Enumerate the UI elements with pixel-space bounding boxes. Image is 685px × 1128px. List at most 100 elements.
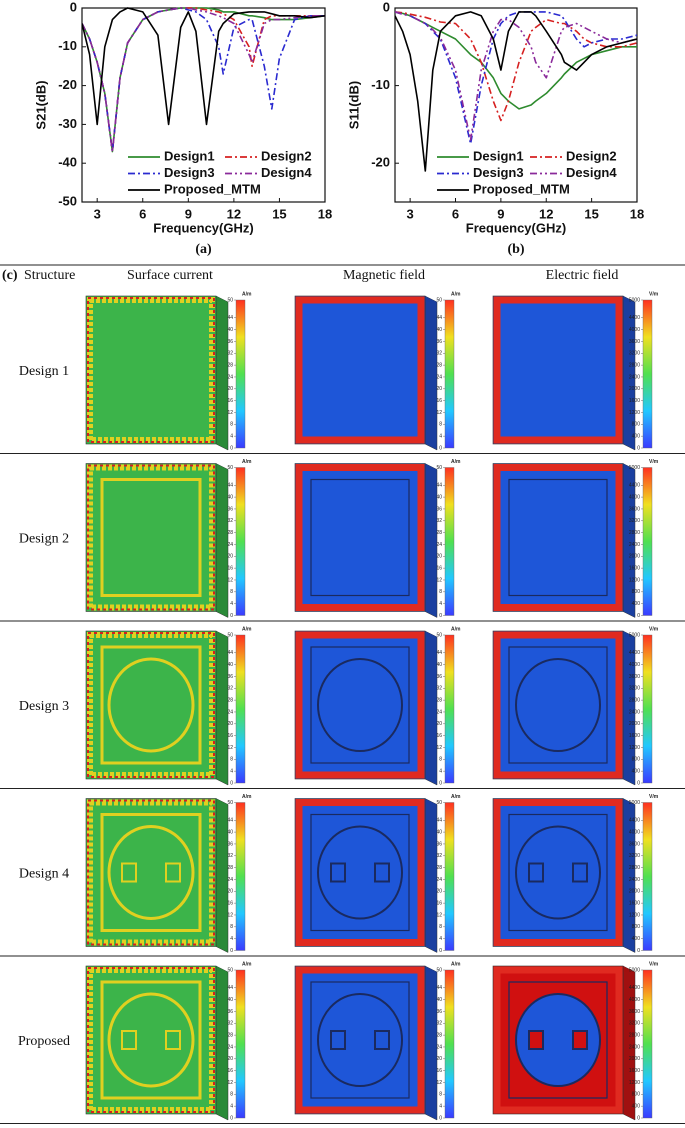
- inner-frame: [310, 646, 410, 764]
- colorbar-tick-label: 0: [439, 948, 442, 954]
- colorbar-tick-label: 5000: [629, 967, 640, 973]
- colorbar-tick-label: 36: [227, 841, 233, 847]
- x-tick-label: 18: [318, 206, 332, 221]
- colorbar-tick-label: 4000: [629, 662, 640, 668]
- colorbar-tick-label: 0: [637, 948, 640, 954]
- inner-frame: [310, 478, 410, 597]
- colorbar-tick-label: 16: [436, 900, 442, 906]
- slab-face: [85, 630, 217, 780]
- colorbar-unit: A/m: [242, 794, 252, 800]
- colorbar-tick-label: 0: [230, 613, 233, 619]
- x-tick-label: 12: [227, 206, 241, 221]
- legend-label: Design2: [566, 148, 617, 163]
- colorbar-tick-label: 2400: [629, 1044, 640, 1050]
- slab-side: [424, 965, 438, 1121]
- colorbar-tick-label: 16: [227, 565, 233, 571]
- colorbar-unit: A/m: [242, 291, 252, 297]
- colorbar-tick-label: 12: [227, 912, 233, 918]
- colorbar-tick-label: 32: [227, 518, 233, 524]
- colorbar-tick-label: 40: [436, 662, 442, 668]
- colorbar-tick-label: 1600: [629, 1068, 640, 1074]
- colorbar-tick-label: 2000: [629, 1056, 640, 1062]
- field-plot: [492, 463, 636, 618]
- colorbar-tick-label: 40: [436, 327, 442, 333]
- colorbar-tick-label: 20: [436, 554, 442, 560]
- row-label: Design 4: [19, 866, 69, 881]
- rim: [87, 967, 215, 1113]
- colorbar-tick-label: 5000: [629, 632, 640, 638]
- colorbar-unit: V/m: [649, 291, 659, 297]
- colorbar-tick-label: 0: [230, 445, 233, 451]
- colorbar-tick-label: 28: [227, 865, 233, 871]
- colorbar-tick-label: 12: [227, 1080, 233, 1086]
- colorbar-tick-label: 0: [439, 780, 442, 786]
- inner-frame: [508, 813, 608, 932]
- colorbar-tick-label: 36: [436, 1009, 442, 1015]
- colorbar-tick-label: 16: [227, 900, 233, 906]
- rim-outer: [87, 297, 215, 443]
- inner-ring: [515, 993, 601, 1087]
- colorbar-tick-label: 32: [227, 686, 233, 692]
- colorbar-tick-label: 5000: [629, 800, 640, 806]
- colorbar-tick-label: 20: [227, 386, 233, 392]
- field-plot: [294, 630, 438, 786]
- y-axis-label: S11(dB): [346, 81, 361, 129]
- slab-face: [85, 295, 217, 445]
- colorbar-tick-label: 16: [436, 1068, 442, 1074]
- colorbar-tick-label: 40: [436, 829, 442, 835]
- inner-frame: [100, 813, 202, 932]
- colorbar-tick-label: 20: [436, 721, 442, 727]
- colorbar-tick-label: 44: [227, 818, 233, 824]
- colorbar-tick-label: 3200: [629, 518, 640, 524]
- row-label: Proposed: [18, 1034, 70, 1049]
- colorbar-tick-label: 32: [436, 686, 442, 692]
- colorbar-tick-label: 50: [227, 632, 233, 638]
- colorbar-tick-label: 0: [439, 445, 442, 451]
- colorbar-tick-label: 8: [439, 422, 442, 428]
- colorbar-tick-label: 1200: [629, 410, 640, 416]
- colorbar: [642, 802, 653, 951]
- colorbar-tick-label: 12: [436, 410, 442, 416]
- inner-frame: [508, 981, 608, 1099]
- row-label: Design 2: [19, 531, 69, 546]
- rim: [87, 464, 215, 611]
- colorbar-tick-label: 44: [227, 315, 233, 321]
- rim-outer: [87, 464, 215, 611]
- colorbar-tick-label: 400: [632, 601, 641, 607]
- rim: [87, 799, 215, 946]
- slab-face: [85, 798, 217, 947]
- rim: [87, 632, 215, 778]
- colorbar-tick-label: 4400: [629, 483, 640, 489]
- colorbar-tick-label: 24: [227, 542, 233, 548]
- colorbar-tick-label: 2400: [629, 877, 640, 883]
- inner-ring: [317, 825, 403, 920]
- colorbar-tick-label: 8: [439, 924, 442, 930]
- colorbar-tick-label: 3200: [629, 686, 640, 692]
- row-label: Design 3: [19, 699, 69, 714]
- colorbar-tick-label: 24: [227, 709, 233, 715]
- colorbar-tick-label: 1600: [629, 900, 640, 906]
- rim-outer: [87, 967, 215, 1113]
- colorbar-tick-label: 50: [227, 800, 233, 806]
- colorbar-tick-label: 24: [436, 709, 442, 715]
- colorbar-tick-label: 40: [227, 327, 233, 333]
- colorbar-tick-label: 28: [227, 1032, 233, 1038]
- colorbar-tick-label: 8: [230, 589, 233, 595]
- colorbar-tick-label: 1200: [629, 577, 640, 583]
- colorbar-tick-label: 3600: [629, 506, 640, 512]
- series-line: [82, 7, 325, 153]
- inner-gap: [572, 862, 588, 883]
- colorbar-tick-label: 400: [632, 936, 641, 942]
- inner-frame: [100, 645, 202, 765]
- x-tick-label: 6: [452, 206, 459, 221]
- colorbar-tick-label: 4400: [629, 315, 640, 321]
- inner-ring: [515, 825, 601, 920]
- colorbar-tick-label: 20: [227, 1056, 233, 1062]
- slab-face: [294, 295, 426, 445]
- colorbar-tick-label: 3600: [629, 674, 640, 680]
- colorbar-tick-label: 3200: [629, 1021, 640, 1027]
- colorbar-tick-label: 400: [632, 768, 641, 774]
- colorbar: [235, 969, 246, 1119]
- colorbar-tick-label: 4: [230, 601, 233, 607]
- colorbar-tick-label: 3600: [629, 841, 640, 847]
